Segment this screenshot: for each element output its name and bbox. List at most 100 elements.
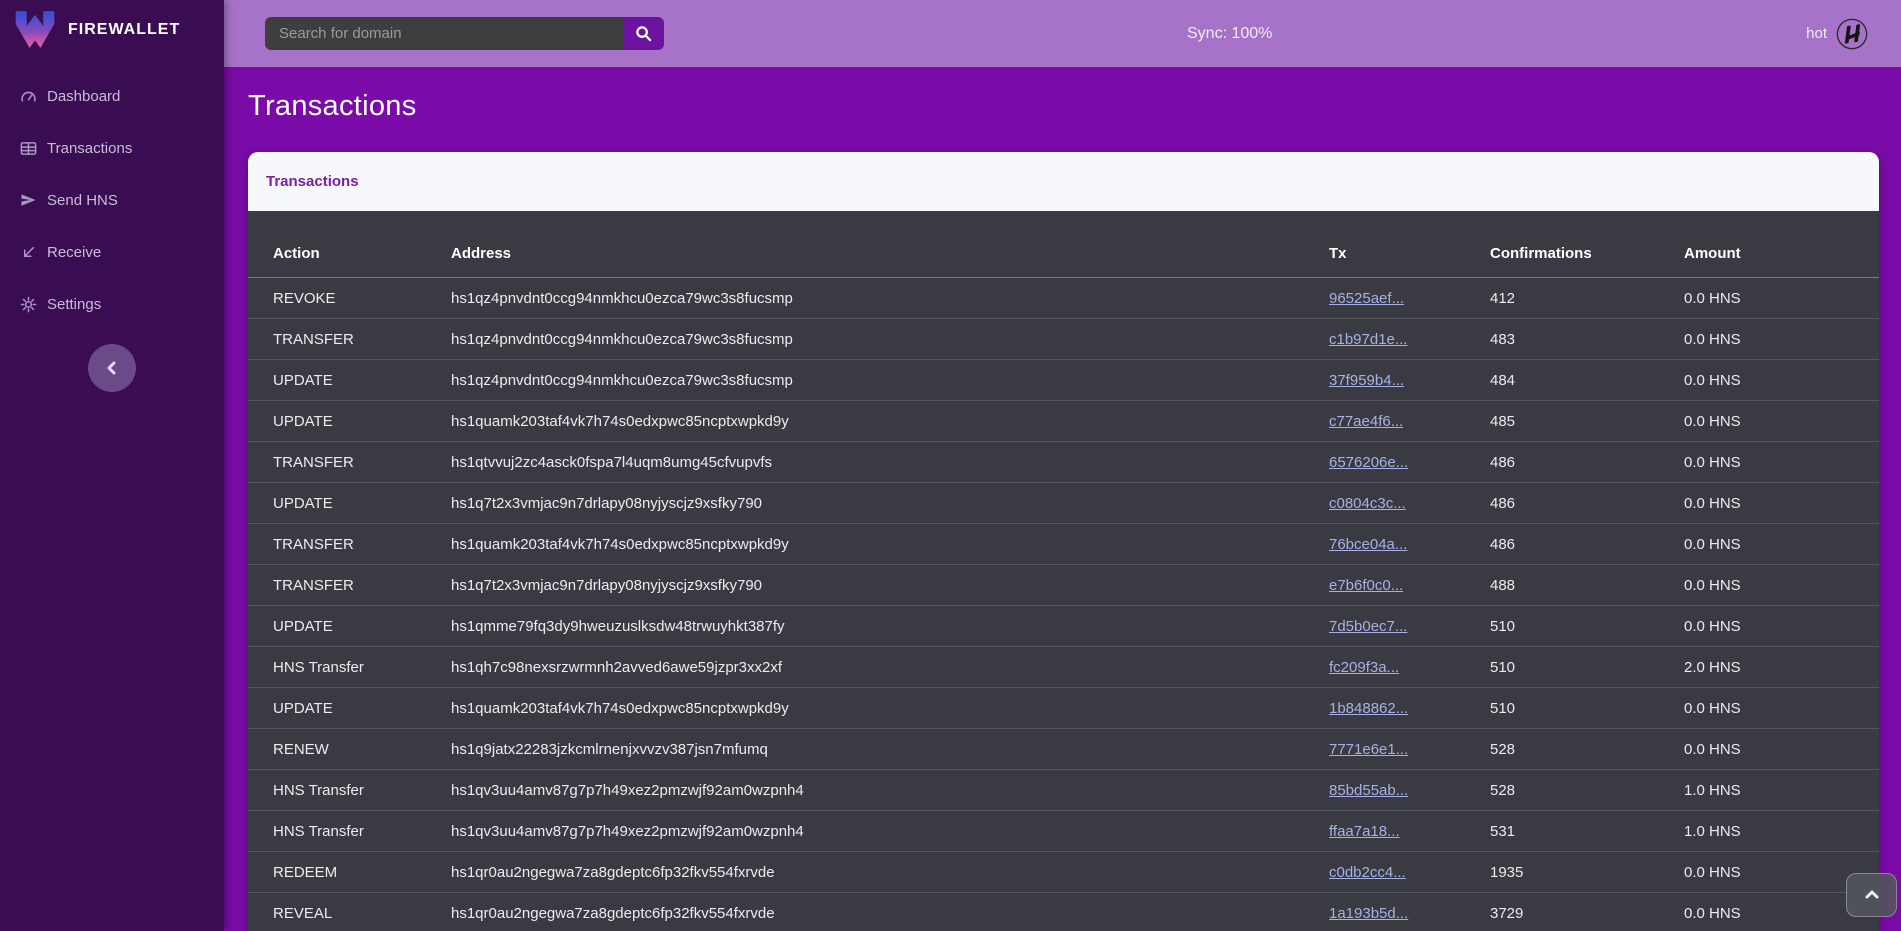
address-cell: hs1qtvvuj2zc4asck0fspa7l4uqm8umg45cfvupv… <box>451 441 1329 483</box>
amount-cell: 0.0 HNS <box>1684 359 1879 401</box>
table-row: TRANSFER hs1qtvvuj2zc4asck0fspa7l4uqm8umg… <box>248 441 1879 483</box>
sync-status: Sync: 100% <box>1187 24 1273 42</box>
address-cell: hs1q7t2x3vmjac9n7drlapy08nyjyscjz9xsfky7… <box>451 564 1329 606</box>
confirmations-cell: 531 <box>1490 810 1684 852</box>
amount-cell: 0.0 HNS <box>1684 523 1879 565</box>
sidebar-collapse-button[interactable] <box>88 344 136 392</box>
tx-cell: 37f959b4... <box>1329 359 1490 401</box>
tx-cell: ffaa7a18... <box>1329 810 1490 852</box>
sidebar-item-dashboard[interactable]: Dashboard <box>0 70 224 122</box>
scroll-top-button[interactable] <box>1846 873 1897 917</box>
tx-link[interactable]: c0804c3c... <box>1329 494 1406 512</box>
brand-name: FIREWALLET <box>68 20 181 38</box>
tx-link[interactable]: 7771e6e1... <box>1329 740 1409 758</box>
tx-link[interactable]: 1b848862... <box>1329 699 1409 717</box>
sidebar: FIREWALLET Dashboard Transactions Send H… <box>0 0 224 931</box>
column-header-action: Action <box>248 211 451 278</box>
tx-link[interactable]: 76bce04a... <box>1329 535 1408 553</box>
tx-cell: c1b97d1e... <box>1329 318 1490 360</box>
tx-link[interactable]: c0db2cc4... <box>1329 863 1406 881</box>
address-cell: hs1q7t2x3vmjac9n7drlapy08nyjyscjz9xsfky7… <box>451 482 1329 524</box>
confirmations-cell: 528 <box>1490 769 1684 811</box>
table-row: HNS Transfer hs1qv3uu4amv87g7p7h49xez2pmz… <box>248 769 1879 811</box>
tx-cell: fc209f3a... <box>1329 646 1490 688</box>
table-row: UPDATE hs1quamk203taf4vk7h74s0edxpwc85ncp… <box>248 400 1879 442</box>
amount-cell: 0.0 HNS <box>1684 564 1879 606</box>
sidebar-item-receive[interactable]: Receive <box>0 226 224 278</box>
confirmations-cell: 510 <box>1490 646 1684 688</box>
action-cell: TRANSFER <box>248 523 451 565</box>
confirmations-cell: 528 <box>1490 728 1684 770</box>
table-row: UPDATE hs1quamk203taf4vk7h74s0edxpwc85ncp… <box>248 687 1879 729</box>
column-header-tx: Tx <box>1329 211 1490 278</box>
table-row: HNS Transfer hs1qh7c98nexsrzwrmnh2avved6a… <box>248 646 1879 688</box>
confirmations-cell: 488 <box>1490 564 1684 606</box>
firewallet-w-logo <box>15 11 55 48</box>
confirmations-cell: 1935 <box>1490 851 1684 893</box>
amount-cell: 2.0 HNS <box>1684 646 1879 688</box>
brand[interactable]: FIREWALLET <box>0 0 224 59</box>
address-cell: hs1qv3uu4amv87g7p7h49xez2pmzwjf92am0wzpn… <box>451 810 1329 852</box>
tx-link[interactable]: 85bd55ab... <box>1329 781 1409 799</box>
tx-link[interactable]: e7b6f0c0... <box>1329 576 1404 594</box>
sidebar-item-settings[interactable]: Settings <box>0 278 224 330</box>
action-cell: UPDATE <box>248 359 451 401</box>
card-header: Transactions <box>248 152 1879 211</box>
tx-link[interactable]: 1a193b5d... <box>1329 904 1409 922</box>
tx-cell: e7b6f0c0... <box>1329 564 1490 606</box>
search-input[interactable] <box>265 17 623 50</box>
wallet-name: hot <box>1806 25 1827 42</box>
sidebar-nav: Dashboard Transactions Send HNS Receive <box>0 70 224 330</box>
tx-cell: 7771e6e1... <box>1329 728 1490 770</box>
tx-cell: 1b848862... <box>1329 687 1490 729</box>
tx-link[interactable]: 96525aef... <box>1329 289 1405 307</box>
amount-cell: 0.0 HNS <box>1684 400 1879 442</box>
action-cell: UPDATE <box>248 687 451 729</box>
topbar: Sync: 100% hot <box>224 0 1901 67</box>
table-row: REVEAL hs1qr0au2ngegwa7za8gdeptc6fp32fkv5… <box>248 892 1879 931</box>
address-cell: hs1qz4pnvdnt0ccg94nmkhcu0ezca79wc3s8fucs… <box>451 359 1329 401</box>
domain-search <box>265 17 664 50</box>
table-row: UPDATE hs1qz4pnvdnt0ccg94nmkhcu0ezca79wc3… <box>248 359 1879 401</box>
table-row: TRANSFER hs1q7t2x3vmjac9n7drlapy08nyjyscj… <box>248 564 1879 606</box>
tx-link[interactable]: c1b97d1e... <box>1329 330 1408 348</box>
action-cell: RENEW <box>248 728 451 770</box>
tx-link[interactable]: 7d5b0ec7... <box>1329 617 1408 635</box>
sidebar-item-send-hns[interactable]: Send HNS <box>0 174 224 226</box>
action-cell: REVOKE <box>248 277 451 319</box>
table-row: TRANSFER hs1quamk203taf4vk7h74s0edxpwc85n… <box>248 523 1879 565</box>
send-icon <box>19 191 37 209</box>
card-title: Transactions <box>266 173 359 190</box>
gauge-icon <box>19 87 37 105</box>
confirmations-cell: 484 <box>1490 359 1684 401</box>
address-cell: hs1quamk203taf4vk7h74s0edxpwc85ncptxwpkd… <box>451 523 1329 565</box>
address-cell: hs1qr0au2ngegwa7za8gdeptc6fp32fkv554fxrv… <box>451 851 1329 893</box>
confirmations-cell: 486 <box>1490 441 1684 483</box>
sidebar-item-transactions[interactable]: Transactions <box>0 122 224 174</box>
table-header-row: Action Address Tx Confirmations Amount <box>248 211 1879 278</box>
amount-cell: 0.0 HNS <box>1684 687 1879 729</box>
address-cell: hs1quamk203taf4vk7h74s0edxpwc85ncptxwpkd… <box>451 400 1329 442</box>
tx-link[interactable]: fc209f3a... <box>1329 658 1400 676</box>
wallet-switcher[interactable]: hot <box>1806 0 1869 67</box>
confirmations-cell: 486 <box>1490 482 1684 524</box>
tx-link[interactable]: c77ae4f6... <box>1329 412 1404 430</box>
amount-cell: 1.0 HNS <box>1684 769 1879 811</box>
sidebar-item-label: Dashboard <box>47 87 121 105</box>
transactions-card: Transactions Action Address Tx Confirmat… <box>248 152 1879 931</box>
tx-cell: 6576206e... <box>1329 441 1490 483</box>
address-cell: hs1qv3uu4amv87g7p7h49xez2pmzwjf92am0wzpn… <box>451 769 1329 811</box>
table-row: TRANSFER hs1qz4pnvdnt0ccg94nmkhcu0ezca79w… <box>248 318 1879 360</box>
amount-cell: 0.0 HNS <box>1684 318 1879 360</box>
tx-cell: 96525aef... <box>1329 277 1490 319</box>
confirmations-cell: 412 <box>1490 277 1684 319</box>
tx-link[interactable]: ffaa7a18... <box>1329 822 1400 840</box>
column-header-address: Address <box>451 211 1329 278</box>
address-cell: hs1q9jatx22283jzkcmlrnenjxvvzv387jsn7mfu… <box>451 728 1329 770</box>
search-button[interactable] <box>623 17 664 50</box>
address-cell: hs1qh7c98nexsrzwrmnh2avved6awe59jzpr3xx2… <box>451 646 1329 688</box>
address-cell: hs1qmme79fq3dy9hweuzuslksdw48trwuyhkt387… <box>451 605 1329 647</box>
tx-link[interactable]: 37f959b4... <box>1329 371 1405 389</box>
confirmations-cell: 485 <box>1490 400 1684 442</box>
tx-link[interactable]: 6576206e... <box>1329 453 1409 471</box>
